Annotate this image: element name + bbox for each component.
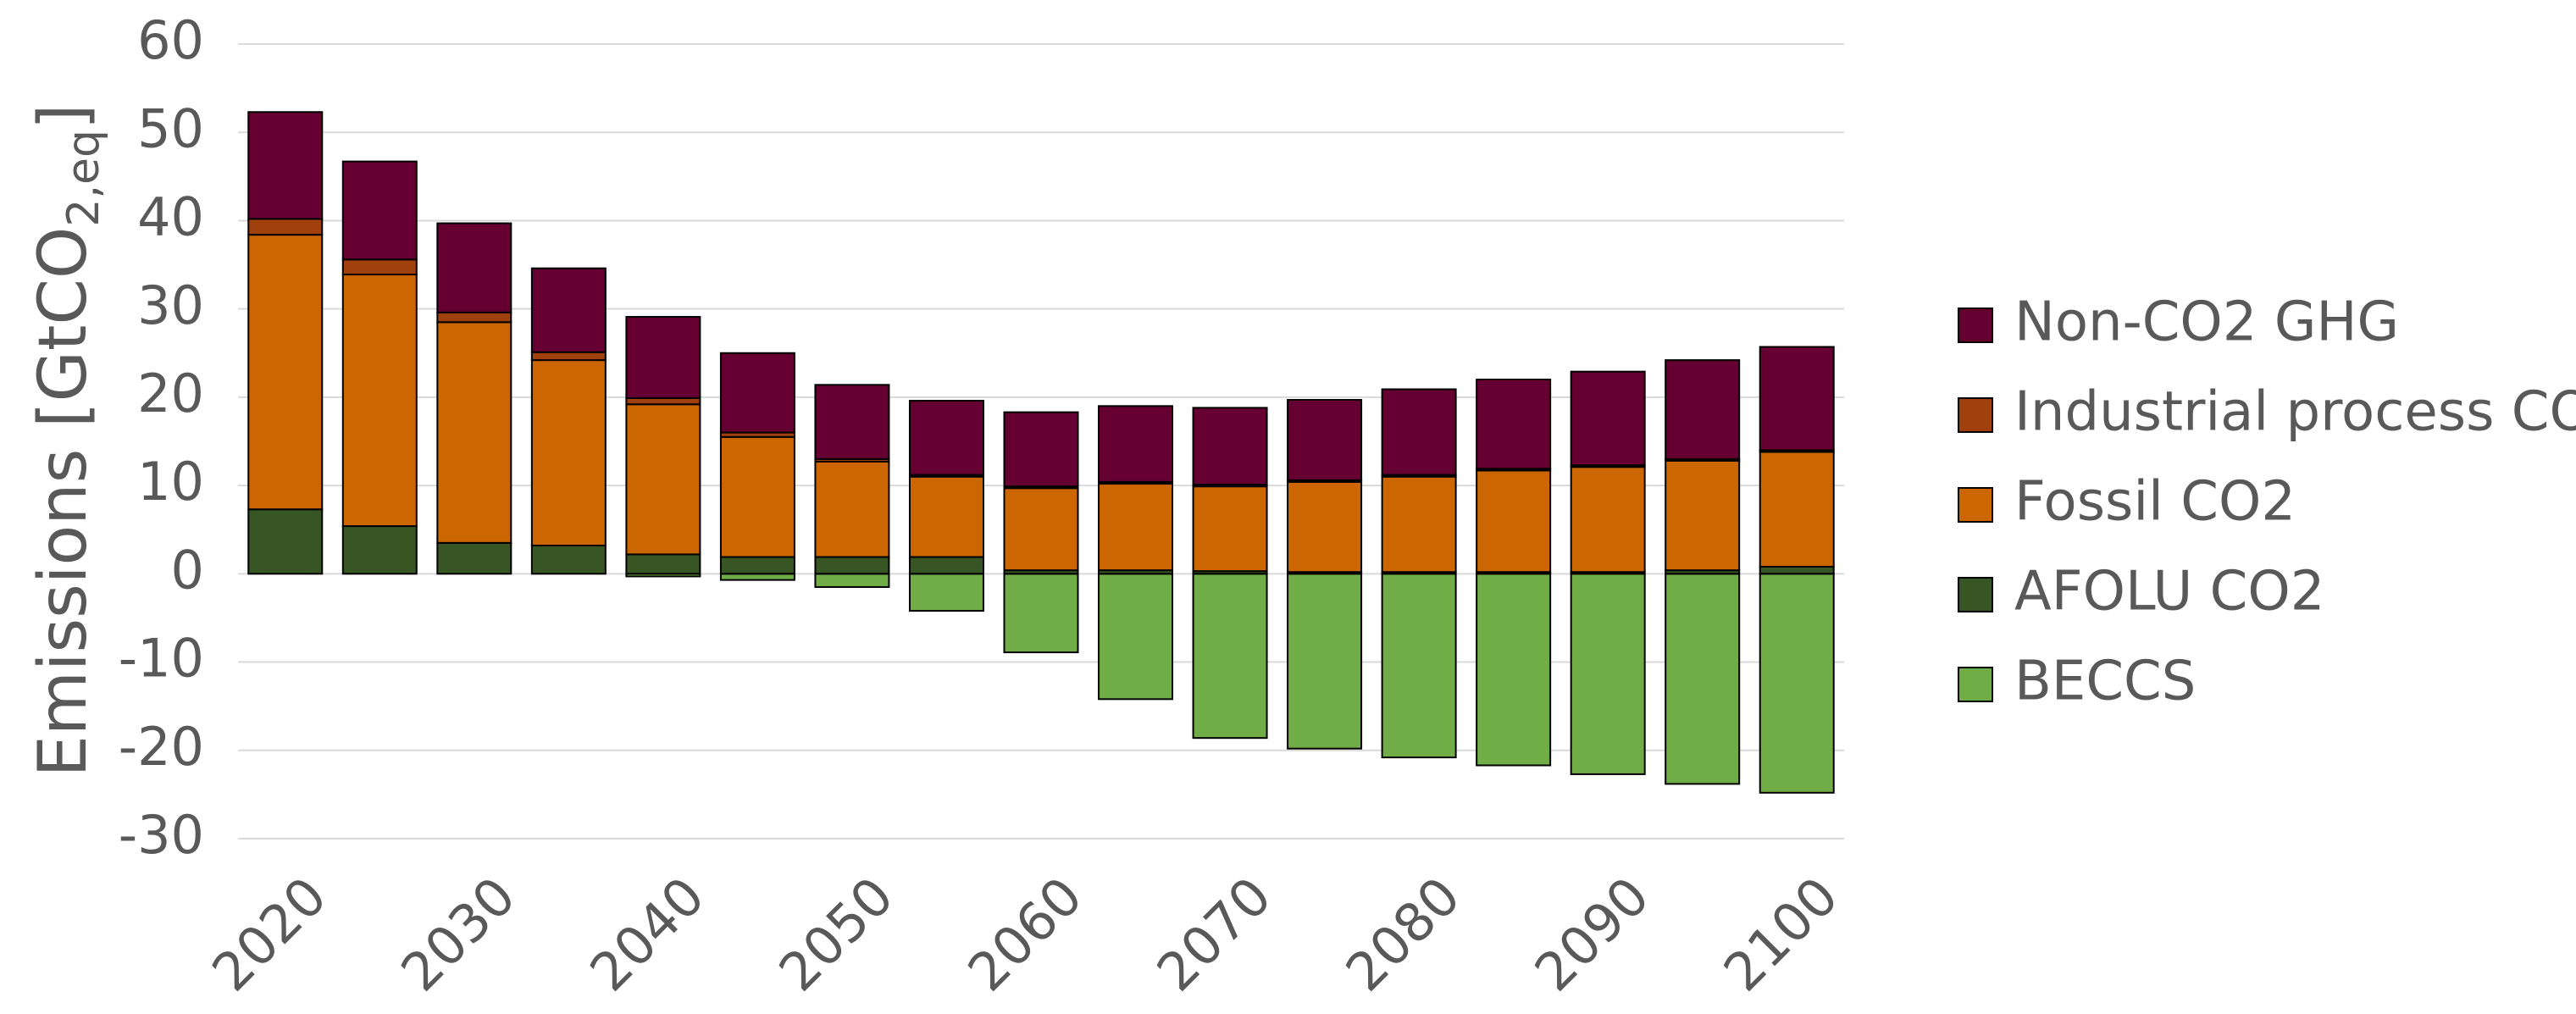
bar-segment	[1759, 451, 1835, 568]
legend-swatch	[1958, 577, 1993, 612]
legend-label: Non-CO2 GHG	[2014, 291, 2399, 354]
y-tick-label: 30	[137, 274, 204, 336]
bar-segment	[436, 222, 512, 313]
y-tick-label: -20	[119, 716, 204, 778]
bar-segment	[814, 384, 890, 460]
x-tick-label: 2040	[578, 865, 716, 1003]
bar-segment	[814, 556, 890, 575]
bar-segment	[247, 508, 324, 575]
bar-segment	[908, 556, 984, 575]
y-label-main: Emissions [GtCO	[25, 227, 102, 778]
bar-segment	[1759, 565, 1835, 575]
bar-segment	[341, 274, 418, 528]
bar-segment	[625, 396, 701, 406]
bar-segment	[1192, 573, 1268, 740]
bar-segment	[1381, 388, 1457, 476]
x-tick-label: 2020	[200, 865, 338, 1003]
bar-segment	[625, 403, 701, 556]
bar-segment	[719, 352, 795, 434]
legend-label: Fossil CO2	[2014, 471, 2296, 534]
bar-segment	[1003, 573, 1079, 654]
legend-swatch	[1958, 308, 1993, 343]
x-tick-label: 2090	[1523, 865, 1661, 1003]
legend-swatch	[1958, 667, 1993, 702]
legend-label: BECCS	[2014, 651, 2196, 713]
x-tick-label: 2030	[389, 865, 527, 1003]
y-tick-label: 20	[137, 363, 204, 424]
bar-segment	[719, 435, 795, 558]
bar-segment	[1003, 487, 1079, 572]
bar-segment	[1381, 475, 1457, 573]
bar-segment	[530, 351, 607, 362]
bar-segment	[719, 556, 795, 575]
y-tick-label: 50	[137, 97, 204, 159]
bar-segment	[341, 525, 418, 575]
bar-segment	[814, 573, 890, 588]
legend-label: AFOLU CO2	[2014, 561, 2324, 623]
bar-segment	[1192, 485, 1268, 573]
bar-segment	[436, 321, 512, 544]
y-tick-label: -30	[119, 804, 204, 866]
bar-segment	[1570, 370, 1646, 467]
bar-segment	[908, 400, 984, 476]
x-tick-label: 2070	[1145, 865, 1283, 1003]
bar-segment	[908, 475, 984, 558]
bar-segment	[1665, 573, 1741, 785]
bar-segment	[1665, 359, 1741, 460]
bar-segment	[530, 544, 607, 575]
bar-segment	[625, 316, 701, 399]
bar-segment	[436, 311, 512, 324]
bar-segment	[625, 553, 701, 575]
bar-segment	[1476, 469, 1552, 573]
bar-segment	[1192, 407, 1268, 486]
legend-swatch	[1958, 487, 1993, 523]
bar-segment	[1287, 573, 1363, 750]
bar-segment	[341, 258, 418, 276]
bar-segment	[341, 160, 418, 261]
bar-segment	[1003, 411, 1079, 488]
bar-segment	[1098, 483, 1174, 572]
y-tick-label: 40	[137, 186, 204, 248]
bar-segment	[1098, 405, 1174, 483]
bar-segment	[1665, 459, 1741, 572]
y-axis-label: Emissions [GtCO2,eq]	[25, 104, 109, 778]
y-tick-label: 60	[137, 9, 204, 71]
x-tick-label: 2100	[1712, 865, 1850, 1003]
bar-segment	[1759, 573, 1835, 794]
bar-segment	[1476, 379, 1552, 470]
legend-label: Industrial process CO2	[2014, 381, 2576, 444]
bar-segment	[1287, 399, 1363, 481]
x-tick-label: 2050	[767, 865, 905, 1003]
bar-segment	[1287, 480, 1363, 573]
bar-segment	[1476, 573, 1552, 767]
x-tick-label: 2080	[1334, 865, 1472, 1003]
bar-segment	[247, 234, 324, 511]
bar-segment	[719, 573, 795, 581]
y-tick-label: -10	[119, 628, 204, 690]
y-label-end: ]	[25, 104, 102, 130]
legend-swatch	[1958, 397, 1993, 433]
bar-segment	[247, 111, 324, 220]
bar-segment	[908, 573, 984, 612]
bar-segment	[1570, 466, 1646, 573]
bar-segment	[530, 267, 607, 353]
y-label-sub: 2,eq	[58, 130, 109, 227]
bar-segment	[436, 541, 512, 575]
bar-segment	[1098, 573, 1174, 701]
bar-segment	[247, 218, 324, 236]
y-tick-label: 10	[137, 451, 204, 513]
y-tick-label: 0	[171, 539, 204, 601]
bar-segment	[1570, 573, 1646, 775]
bar-segment	[1759, 346, 1835, 452]
x-tick-label: 2060	[956, 865, 1094, 1003]
bar-segment	[814, 460, 890, 558]
bar-segment	[530, 359, 607, 546]
bar-segment	[1381, 573, 1457, 759]
